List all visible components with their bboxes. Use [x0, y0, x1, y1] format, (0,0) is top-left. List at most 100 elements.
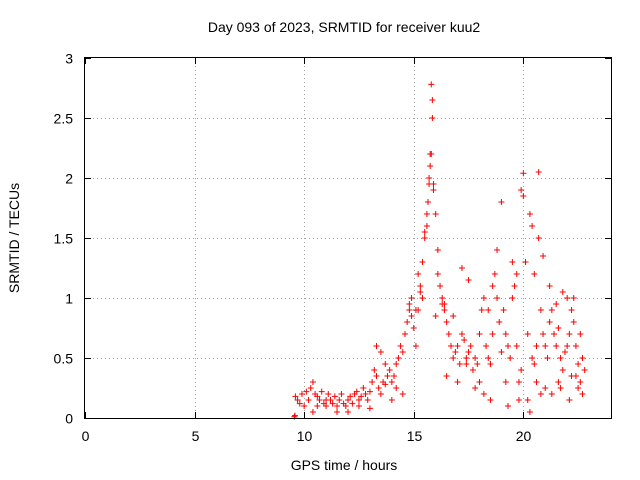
y-tick-label: 1.5	[54, 231, 74, 247]
data-point	[386, 367, 393, 373]
data-point	[504, 403, 511, 409]
data-point	[325, 391, 332, 397]
data-point	[502, 331, 509, 337]
data-point	[564, 343, 571, 349]
data-point	[458, 331, 465, 337]
data-point	[518, 367, 525, 373]
data-point	[566, 397, 573, 403]
data-point	[375, 385, 382, 391]
data-point	[454, 379, 461, 385]
data-point	[298, 391, 305, 397]
data-point	[419, 259, 426, 265]
data-point	[366, 405, 373, 412]
data-points	[291, 81, 588, 420]
data-point	[393, 385, 400, 391]
data-point	[429, 115, 436, 121]
data-point	[555, 325, 562, 331]
data-point	[485, 307, 492, 313]
data-point	[533, 343, 540, 349]
data-point	[318, 388, 325, 395]
data-point	[417, 283, 424, 289]
data-point	[472, 355, 479, 361]
data-point	[434, 247, 441, 253]
x-axis-label: GPS time / hours	[291, 457, 398, 473]
data-point	[415, 271, 422, 277]
data-point	[537, 307, 544, 313]
data-point	[529, 355, 536, 361]
data-point	[518, 187, 525, 193]
data-point	[572, 343, 579, 349]
x-tick-label: 15	[407, 428, 423, 444]
data-point	[358, 393, 365, 400]
data-point	[526, 211, 533, 217]
data-point	[408, 313, 415, 319]
data-point	[377, 349, 384, 355]
data-point	[377, 391, 384, 397]
data-point	[353, 388, 360, 395]
data-point	[432, 211, 439, 217]
data-point	[450, 355, 457, 361]
data-point	[575, 361, 582, 367]
data-point	[336, 397, 343, 403]
data-point	[551, 331, 558, 337]
data-point	[507, 355, 514, 361]
data-point	[404, 319, 411, 325]
data-point	[419, 295, 426, 301]
data-point	[546, 319, 553, 325]
data-point	[393, 361, 400, 367]
data-point	[373, 343, 380, 349]
data-point	[406, 307, 413, 313]
data-point	[399, 391, 406, 397]
data-point	[371, 367, 378, 373]
data-point	[421, 235, 428, 241]
data-point	[526, 409, 533, 415]
data-point	[360, 385, 367, 391]
data-point	[570, 319, 577, 325]
data-point	[314, 403, 321, 409]
data-point	[399, 349, 406, 355]
data-point	[555, 379, 562, 385]
data-point	[307, 385, 314, 391]
data-point	[294, 397, 301, 403]
data-point	[513, 271, 520, 277]
data-point	[544, 355, 551, 361]
data-point	[498, 349, 505, 355]
data-point	[480, 295, 487, 301]
data-point	[504, 343, 511, 349]
data-point	[498, 199, 505, 205]
data-point	[564, 295, 571, 301]
data-point	[428, 151, 435, 157]
y-tick-label: 2	[65, 171, 73, 187]
data-point	[347, 393, 354, 400]
data-point	[540, 253, 547, 259]
data-point	[445, 331, 452, 337]
data-point	[463, 355, 470, 361]
data-point	[391, 373, 398, 379]
data-point	[572, 373, 579, 379]
data-point	[579, 391, 586, 397]
data-point	[476, 379, 483, 385]
data-point	[515, 397, 522, 403]
data-point	[496, 319, 503, 325]
data-point	[535, 169, 542, 175]
data-point	[397, 343, 404, 349]
y-tick-label: 1	[65, 291, 73, 307]
data-point	[303, 388, 310, 395]
data-point	[296, 400, 303, 407]
y-tick-label: 3	[65, 51, 73, 67]
data-point	[309, 379, 316, 385]
data-point	[301, 403, 308, 409]
data-point	[487, 397, 494, 403]
tick-marks	[85, 58, 611, 419]
data-point	[412, 307, 419, 313]
data-point	[502, 379, 509, 385]
data-point	[401, 331, 408, 337]
data-point	[331, 393, 338, 400]
data-point	[579, 355, 586, 361]
data-point	[520, 170, 527, 177]
data-point	[465, 277, 472, 283]
data-point	[542, 385, 549, 391]
data-point	[524, 331, 531, 337]
data-point	[345, 397, 351, 403]
x-tick-labels: 0 5 10 15 20	[82, 428, 532, 444]
